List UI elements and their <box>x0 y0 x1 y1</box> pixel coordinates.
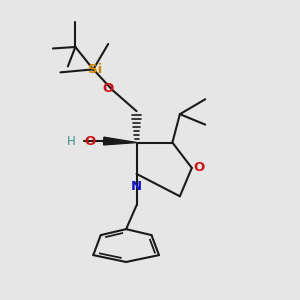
Text: H: H <box>67 134 75 148</box>
Text: O: O <box>194 161 205 174</box>
Polygon shape <box>103 137 136 145</box>
Text: Si: Si <box>88 63 102 76</box>
Text: O: O <box>84 135 96 148</box>
Text: N: N <box>131 180 142 193</box>
Text: O: O <box>103 82 114 95</box>
